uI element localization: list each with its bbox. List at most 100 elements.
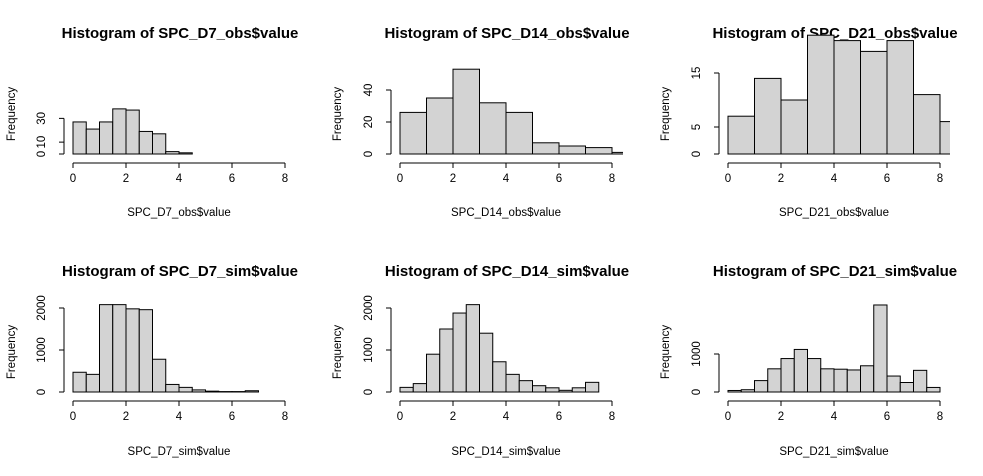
histogram-bar xyxy=(873,304,888,393)
x-tick-label: 8 xyxy=(937,411,943,423)
histogram-panel: Histogram of SPC_D14_sim$value 0 2 4 6 8 0 1000… xyxy=(332,263,629,458)
histogram-bar xyxy=(740,389,755,393)
y-tick-label: 1000 xyxy=(691,341,703,367)
x-tick-label: 6 xyxy=(884,173,890,185)
histogram-bar xyxy=(585,147,613,155)
chart-title: Histogram of SPC_D21_obs$value xyxy=(712,25,957,42)
x-axis-label: SPC_D7_sim$value xyxy=(128,446,231,458)
histogram-bar xyxy=(178,152,193,155)
y-tick-label: 2000 xyxy=(363,295,375,321)
y-tick-label: 20 xyxy=(363,116,375,129)
y-tick-label: 0 xyxy=(36,389,48,395)
histogram-bar xyxy=(754,77,782,155)
y-tick-label: 1000 xyxy=(36,337,48,363)
histogram-bar xyxy=(138,309,153,393)
histogram-bar xyxy=(99,121,114,155)
x-axis-label: SPC_D21_obs$value xyxy=(779,207,889,219)
histogram-bar xyxy=(112,304,127,393)
histogram-bar xyxy=(205,390,220,393)
histogram-bar xyxy=(479,102,507,155)
histogram-bar xyxy=(412,383,427,393)
histogram-bar xyxy=(125,308,140,393)
histogram-bar xyxy=(99,304,114,393)
x-tick-label: 8 xyxy=(282,173,288,185)
histogram-panel: Histogram of SPC_D21_sim$value 0 2 4 6 8 0 1000… xyxy=(660,263,957,458)
histogram-bar xyxy=(112,108,127,155)
histogram-bar xyxy=(886,40,914,155)
histogram-panel: Histogram of SPC_D7_sim$value 0 2 4 6 8 0 1000 2… xyxy=(6,263,298,458)
histogram-bar xyxy=(138,130,153,155)
x-tick-label: 2 xyxy=(123,173,129,185)
x-tick-label: 4 xyxy=(831,411,838,423)
bar-group xyxy=(727,304,941,393)
histogram-bar xyxy=(85,373,100,393)
histogram-bar xyxy=(72,371,87,393)
histogram-bar xyxy=(465,304,480,393)
histogram-bar xyxy=(886,375,901,393)
y-tick-label: 0 xyxy=(363,389,375,395)
x-tick-label: 2 xyxy=(778,173,784,185)
x-tick-label: 6 xyxy=(556,411,562,423)
x-tick-label: 8 xyxy=(282,411,288,423)
histogram-panel: Histogram of SPC_D14_obs$value 0 2 4 6 8 0 20 40… xyxy=(332,25,630,219)
histogram-bar xyxy=(426,97,454,155)
histogram-bar xyxy=(780,99,808,155)
histogram-bar xyxy=(72,121,87,155)
x-tick-label: 2 xyxy=(450,411,456,423)
y-tick-label: 0 xyxy=(691,389,703,395)
histogram-bar xyxy=(860,365,875,393)
histogram-panel: Histogram of SPC_D21_obs$value 0 2 4 6 8 0 5 15 S… xyxy=(660,25,958,219)
y-tick-label: 1000 xyxy=(363,337,375,363)
histogram-bar xyxy=(125,109,140,155)
y-axis-label: Frequency xyxy=(660,87,672,142)
x-tick-label: 2 xyxy=(778,411,784,423)
histogram-bar xyxy=(178,386,193,393)
x-tick-label: 4 xyxy=(503,411,510,423)
x-tick-label: 2 xyxy=(450,173,456,185)
histogram-bar xyxy=(846,369,861,393)
x-tick-label: 4 xyxy=(503,173,510,185)
y-tick-label: 40 xyxy=(363,84,375,97)
histogram-bar xyxy=(439,328,454,393)
x-axis-label: SPC_D14_sim$value xyxy=(451,446,560,458)
bar-group xyxy=(72,108,193,155)
chart-title: Histogram of SPC_D14_sim$value xyxy=(385,263,629,280)
histogram-bar xyxy=(727,389,742,393)
histogram-bar xyxy=(191,389,206,393)
y-axis-label: Frequency xyxy=(660,325,672,380)
histogram-bar xyxy=(505,373,520,393)
x-tick-label: 2 xyxy=(123,411,129,423)
histogram-bar xyxy=(399,386,414,393)
x-tick-label: 6 xyxy=(556,173,562,185)
histogram-bar xyxy=(793,348,808,393)
histogram-bar xyxy=(165,151,180,155)
x-tick-label: 6 xyxy=(884,411,890,423)
y-tick-label: 0 xyxy=(691,151,703,157)
histogram-panel: Histogram of SPC_D7_obs$value 0 2 4 6 8 0 10 30 S… xyxy=(6,25,298,219)
histogram-bar xyxy=(505,111,533,155)
histogram-bar xyxy=(913,369,928,393)
histogram-bar xyxy=(833,40,861,155)
histogram-bar xyxy=(479,332,494,393)
y-tick-label: 0 xyxy=(363,151,375,157)
x-tick-label: 8 xyxy=(937,173,943,185)
histogram-bar xyxy=(820,368,835,393)
y-tick-label: 30 xyxy=(36,112,48,125)
histogram-bar xyxy=(532,142,560,155)
histogram-bar xyxy=(452,68,480,155)
histogram-bar xyxy=(913,94,941,155)
x-tick-label: 8 xyxy=(609,173,615,185)
histogram-bar xyxy=(807,34,835,155)
x-tick-label: 0 xyxy=(70,411,76,423)
y-axis-label: Frequency xyxy=(332,87,344,142)
histogram-bar xyxy=(426,353,441,393)
x-tick-label: 6 xyxy=(229,173,235,185)
y-tick-label: 10 xyxy=(36,136,48,149)
y-tick-label: 15 xyxy=(691,67,703,80)
histogram-bar xyxy=(532,385,547,393)
histogram-bar xyxy=(833,368,848,393)
histogram-bar xyxy=(152,358,167,393)
x-axis-label: SPC_D14_obs$value xyxy=(451,207,561,219)
chart-title: Histogram of SPC_D7_obs$value xyxy=(62,25,299,42)
